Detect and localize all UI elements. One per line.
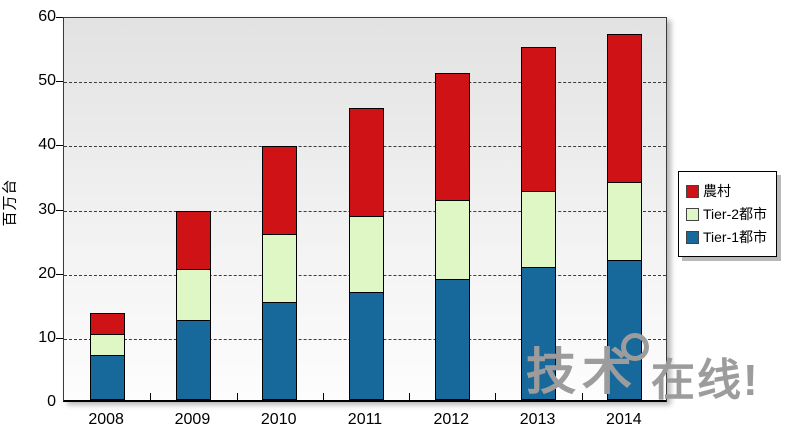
legend-label: Tier-1都市 bbox=[703, 229, 768, 245]
y-tick-mark bbox=[56, 337, 63, 339]
bar-segment-2009-series1 bbox=[175, 269, 211, 321]
bar-segment-2014-series2 bbox=[607, 34, 643, 183]
y-tick-mark bbox=[56, 273, 63, 275]
plot-area bbox=[63, 17, 667, 402]
legend-label: 農村 bbox=[703, 183, 731, 199]
bar-2014 bbox=[607, 15, 643, 400]
bar-2013 bbox=[521, 15, 557, 400]
bar-segment-2008-series1 bbox=[89, 333, 125, 357]
bar-segment-2012-series1 bbox=[434, 200, 470, 281]
y-tick-label: 30 bbox=[38, 200, 56, 218]
bar-segment-2013-series2 bbox=[521, 47, 557, 193]
y-tick-label: 20 bbox=[38, 264, 56, 282]
bar-segment-2011-series1 bbox=[348, 215, 384, 293]
bar-2012 bbox=[434, 15, 470, 400]
gridline-y50 bbox=[64, 82, 666, 84]
bar-2011 bbox=[348, 15, 384, 400]
y-tick-label: 60 bbox=[38, 8, 56, 25]
bar-segment-2013-series0 bbox=[521, 267, 557, 400]
y-axis-title: 百万台 bbox=[1, 178, 19, 227]
x-tick-mark bbox=[581, 393, 583, 400]
y-tick-mark bbox=[56, 81, 63, 83]
legend-item-0: 農村 bbox=[686, 181, 770, 201]
legend-item-2: Tier-1都市 bbox=[686, 227, 770, 247]
bar-segment-2011-series0 bbox=[348, 291, 384, 400]
bar-segment-2010-series1 bbox=[262, 234, 298, 303]
bar-segment-2014-series1 bbox=[607, 181, 643, 262]
x-tick-label: 2012 bbox=[433, 411, 470, 428]
bar-segment-2009-series0 bbox=[175, 319, 211, 400]
y-tick-mark bbox=[56, 209, 63, 211]
bar-2009 bbox=[175, 15, 211, 400]
x-tick-mark bbox=[150, 393, 152, 400]
y-tick-label: 0 bbox=[47, 393, 56, 410]
legend: 農村 Tier-2都市 Tier-1都市 bbox=[678, 171, 777, 257]
x-tick-mark bbox=[495, 393, 497, 400]
x-tick-label: 2009 bbox=[174, 411, 211, 428]
x-tick-mark bbox=[236, 393, 238, 400]
bar-segment-2010-series2 bbox=[262, 145, 298, 236]
bar-2010 bbox=[262, 15, 298, 400]
bar-segment-2008-series2 bbox=[89, 313, 125, 335]
y-tick-mark bbox=[56, 145, 63, 147]
bar-segment-2013-series1 bbox=[521, 191, 557, 269]
x-tick-label: 2013 bbox=[519, 411, 556, 428]
legend-swatch-icon bbox=[686, 230, 699, 244]
bar-segment-2008-series0 bbox=[89, 355, 125, 400]
bar-segment-2009-series2 bbox=[175, 210, 211, 271]
bar-2008 bbox=[89, 15, 125, 400]
bar-segment-2012-series0 bbox=[434, 279, 470, 400]
y-tick-label: 50 bbox=[38, 72, 56, 90]
bar-segment-2012-series2 bbox=[434, 72, 470, 202]
x-tick-label: 2011 bbox=[347, 411, 383, 428]
x-tick-mark bbox=[409, 393, 411, 400]
bar-segment-2011-series2 bbox=[348, 108, 384, 217]
legend-swatch-icon bbox=[686, 184, 699, 198]
bar-segment-2014-series0 bbox=[607, 260, 643, 400]
legend-swatch-icon bbox=[686, 207, 699, 221]
x-tick-label: 2014 bbox=[606, 411, 642, 428]
y-tick-label: 40 bbox=[38, 136, 56, 154]
legend-item-1: Tier-2都市 bbox=[686, 204, 770, 224]
legend-label: Tier-2都市 bbox=[703, 206, 768, 222]
watermark-text-right: 在线! bbox=[651, 356, 760, 405]
x-tick-label: 2008 bbox=[88, 411, 124, 428]
x-tick-mark bbox=[322, 393, 324, 400]
bar-segment-2010-series0 bbox=[262, 301, 298, 400]
x-tick-label: 2010 bbox=[260, 411, 297, 428]
y-tick-label: 10 bbox=[38, 328, 56, 346]
y-tick-mark bbox=[56, 17, 63, 18]
